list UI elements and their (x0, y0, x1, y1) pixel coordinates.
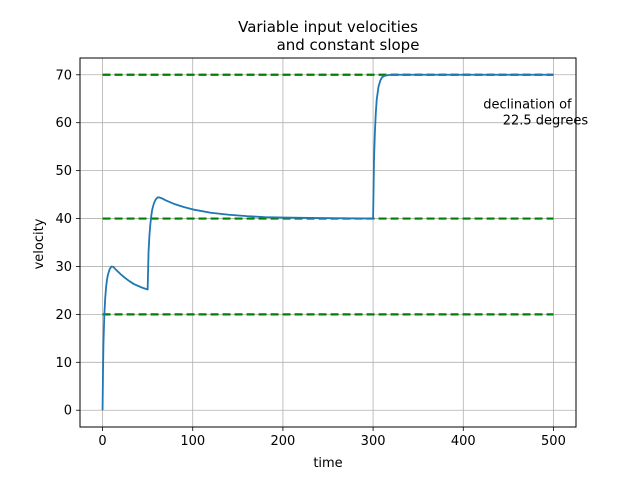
x-tick-label: 100 (180, 434, 205, 449)
chart-title-line-2: and constant slope (277, 36, 420, 54)
x-tick-label: 500 (541, 434, 566, 449)
y-tick-label: 60 (55, 116, 72, 131)
y-tick-label: 20 (55, 308, 72, 323)
annotation-line-2: 22.5 degrees (503, 114, 589, 129)
chart-title-line-1: Variable input velocities (238, 18, 418, 36)
y-tick-label: 70 (55, 68, 72, 83)
axes-frame (79, 57, 577, 428)
x-tick-label: 300 (361, 434, 386, 449)
y-tick-label: 50 (55, 164, 72, 179)
y-tick-label: 30 (55, 260, 72, 275)
y-axis-label: velocity (32, 218, 47, 269)
annotation-line-1: declination of (483, 98, 572, 113)
x-tick-label: 400 (451, 434, 476, 449)
y-tick-label: 0 (64, 404, 72, 419)
data-series (101, 73, 554, 411)
y-tick-label: 10 (55, 356, 72, 371)
series-line-velocity (101, 73, 554, 411)
x-axis-label: time (313, 456, 342, 471)
y-axis-ticks: 0 10 20 30 40 50 60 70 (55, 68, 80, 419)
y-tick-label: 40 (55, 212, 72, 227)
x-axis-ticks: 0 100 200 300 400 500 (98, 427, 566, 449)
x-tick-label: 0 (98, 434, 106, 449)
x-tick-label: 200 (270, 434, 295, 449)
